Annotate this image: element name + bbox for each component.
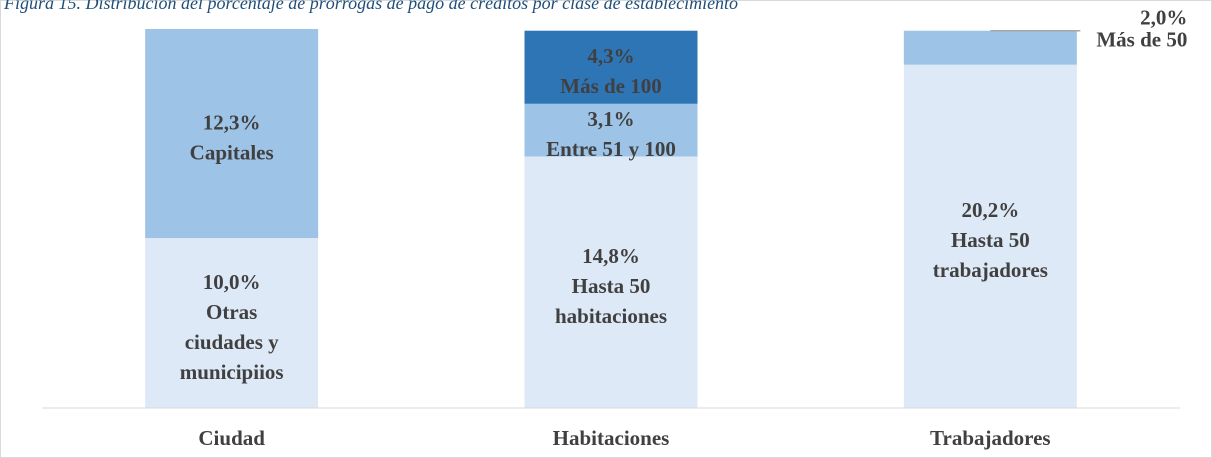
- value-label: 20,2%: [961, 198, 1019, 222]
- segment-label: municipiios: [180, 360, 284, 384]
- segment-label: habitaciones: [555, 304, 667, 328]
- value-label: 14,8%: [582, 244, 640, 268]
- segment-label: Hasta 50: [951, 228, 1030, 252]
- x-tick-label: Ciudad: [198, 426, 265, 450]
- segment-label: Capitales: [190, 140, 274, 164]
- segment-label: trabajadores: [933, 258, 1048, 282]
- value-label: 2,0%: [1140, 6, 1187, 30]
- bar-segment: [903, 30, 1077, 65]
- value-label: 4,3%: [587, 44, 634, 68]
- bar-segment: [145, 238, 319, 408]
- bar-segment: [524, 103, 698, 157]
- segment-label: Más de 50: [1096, 28, 1187, 52]
- x-tick-label: Habitaciones: [553, 426, 670, 450]
- x-tick-label: Trabajadores: [930, 426, 1051, 450]
- segment-label: Hasta 50: [572, 274, 651, 298]
- segment-label: Otras: [206, 300, 257, 324]
- bar-segment: [145, 29, 319, 239]
- value-label: 3,1%: [587, 107, 634, 131]
- segment-label: ciudades y: [185, 330, 279, 354]
- chart-title: Figura 15. Distribución del porcentaje d…: [3, 0, 738, 13]
- bar-segment: [524, 30, 698, 104]
- segment-label: Entre 51 y 100: [546, 137, 676, 161]
- value-label: 12,3%: [203, 110, 261, 134]
- bar-segment: [524, 156, 698, 408]
- bar-segment: [903, 64, 1077, 408]
- value-label: 10,0%: [203, 270, 261, 294]
- segment-label: Más de 100: [560, 74, 662, 98]
